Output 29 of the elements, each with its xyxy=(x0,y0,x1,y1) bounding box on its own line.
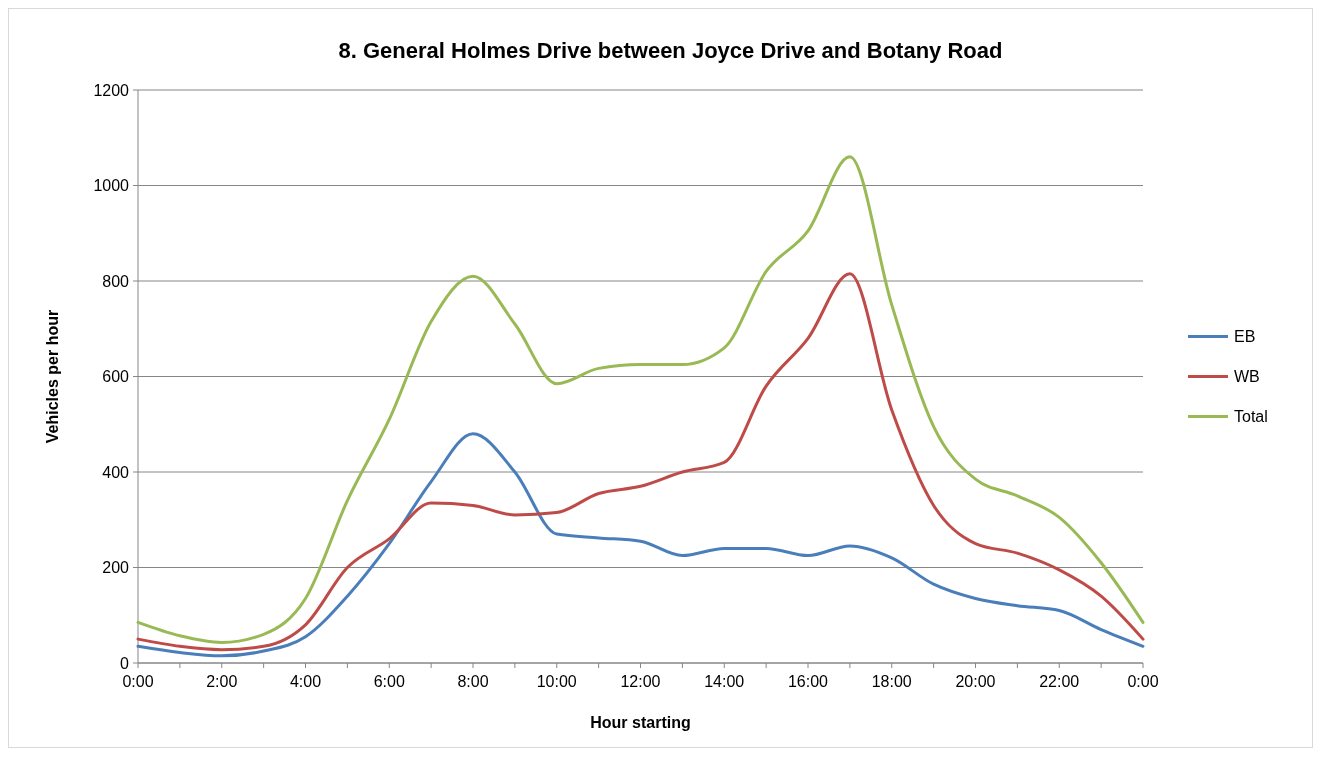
x-tick-label: 12:00 xyxy=(620,673,661,690)
x-tick-label: 18:00 xyxy=(871,673,912,690)
x-tick-label: 0:00 xyxy=(1127,673,1159,690)
x-tick-label: 2:00 xyxy=(206,673,238,690)
x-tick-label: 20:00 xyxy=(955,673,996,690)
legend-label: WB xyxy=(1234,368,1260,386)
y-axis-title: Vehicles per hour xyxy=(44,309,61,444)
y-tick-label: 0 xyxy=(120,654,130,672)
line-series xyxy=(136,272,1145,652)
x-tick-label: 8:00 xyxy=(457,673,489,690)
x-tick-label: 0:00 xyxy=(122,673,154,690)
y-tick-label: 600 xyxy=(102,368,130,386)
x-tick-label: 6:00 xyxy=(373,673,405,690)
legend-label: EB xyxy=(1234,328,1256,346)
y-tick-label: 200 xyxy=(102,559,130,577)
y-tick-label: 400 xyxy=(102,463,130,481)
x-tick-label: 22:00 xyxy=(1039,673,1080,690)
legend-label: Total xyxy=(1234,408,1268,426)
y-tick-label: 800 xyxy=(102,272,130,290)
chart-title: 8. General Holmes Drive between Joyce Drive and Botany Road xyxy=(338,38,1003,63)
y-tick-label: 1000 xyxy=(93,177,130,195)
x-axis-title: Hour starting xyxy=(590,714,691,731)
x-tick-label: 16:00 xyxy=(787,673,829,690)
line-series xyxy=(136,432,1145,658)
y-tick-label: 1200 xyxy=(93,81,130,99)
x-tick-label: 10:00 xyxy=(536,673,577,690)
line-series xyxy=(136,155,1145,644)
x-tick-label: 14:00 xyxy=(704,673,745,690)
x-tick-label: 4:00 xyxy=(289,673,322,690)
